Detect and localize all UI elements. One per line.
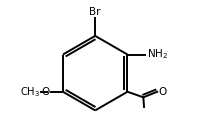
Text: Br: Br — [89, 7, 101, 17]
Text: NH$_2$: NH$_2$ — [146, 48, 168, 61]
Text: CH$_3$: CH$_3$ — [20, 85, 40, 99]
Text: O: O — [42, 87, 50, 97]
Text: O: O — [159, 87, 167, 97]
